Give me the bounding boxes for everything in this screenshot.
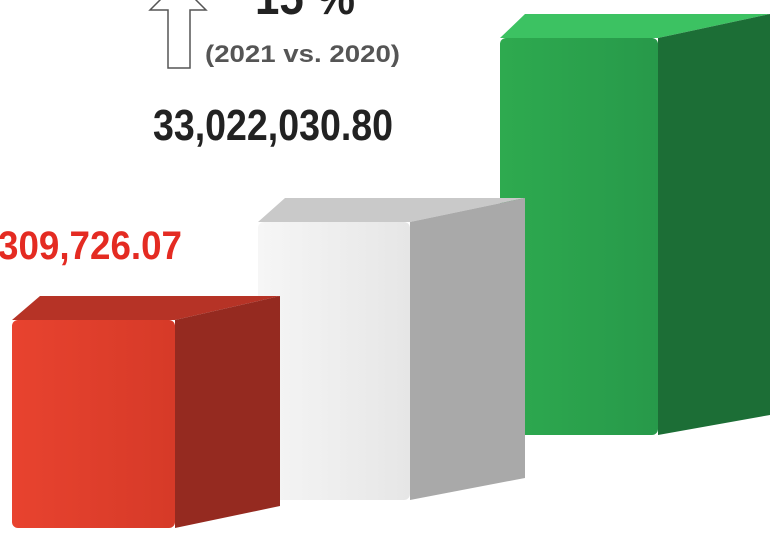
red-label: 309,726.07	[0, 224, 182, 268]
up-arrow	[148, 0, 208, 69]
green-cube	[500, 14, 770, 435]
change-period: (2021 vs. 2020)	[205, 41, 400, 68]
change-value: 15 %	[255, 0, 355, 25]
green-label: 33,022,030.80	[153, 101, 393, 150]
white-cube	[258, 198, 525, 500]
red-cube	[12, 296, 280, 528]
